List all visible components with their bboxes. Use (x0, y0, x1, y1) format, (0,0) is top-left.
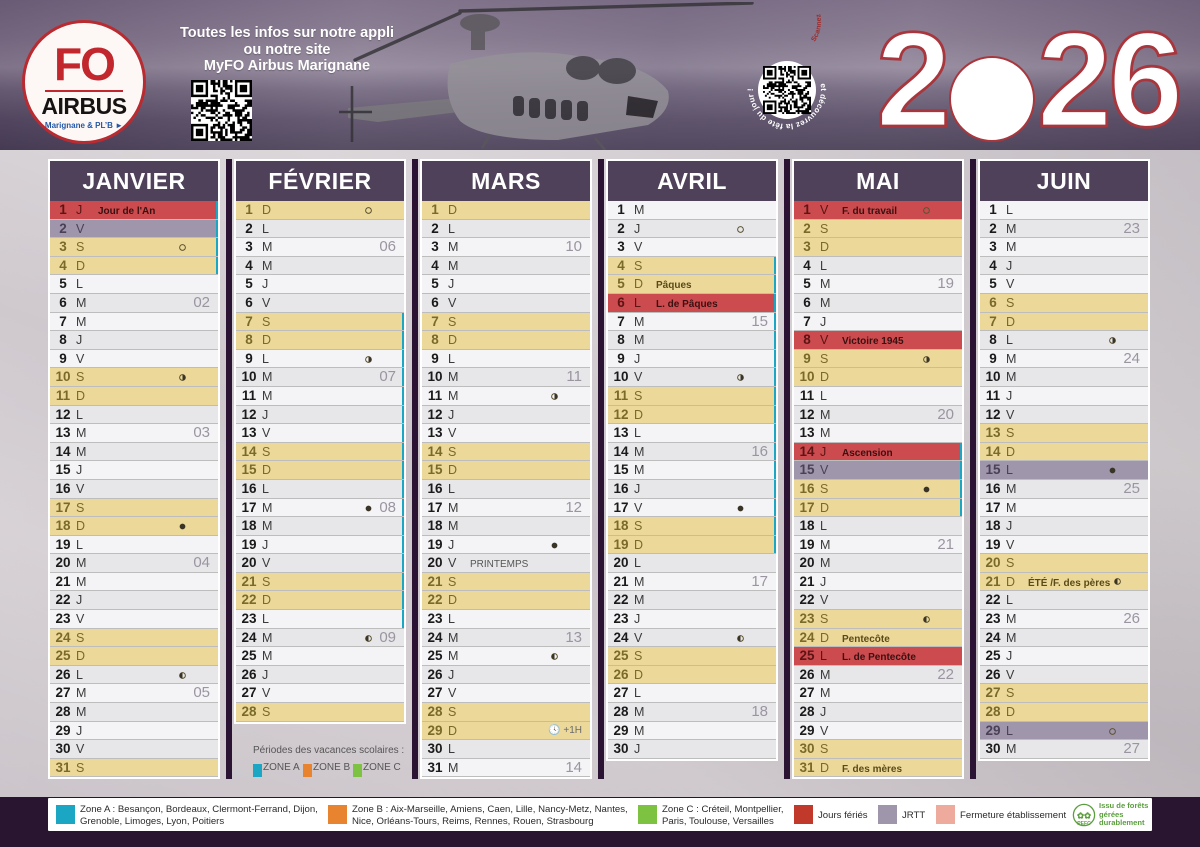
svg-text:Scannez: Scannez (810, 13, 823, 43)
svg-text:PEFC: PEFC (1077, 821, 1091, 827)
svg-text:✿✿: ✿✿ (1077, 811, 1091, 821)
